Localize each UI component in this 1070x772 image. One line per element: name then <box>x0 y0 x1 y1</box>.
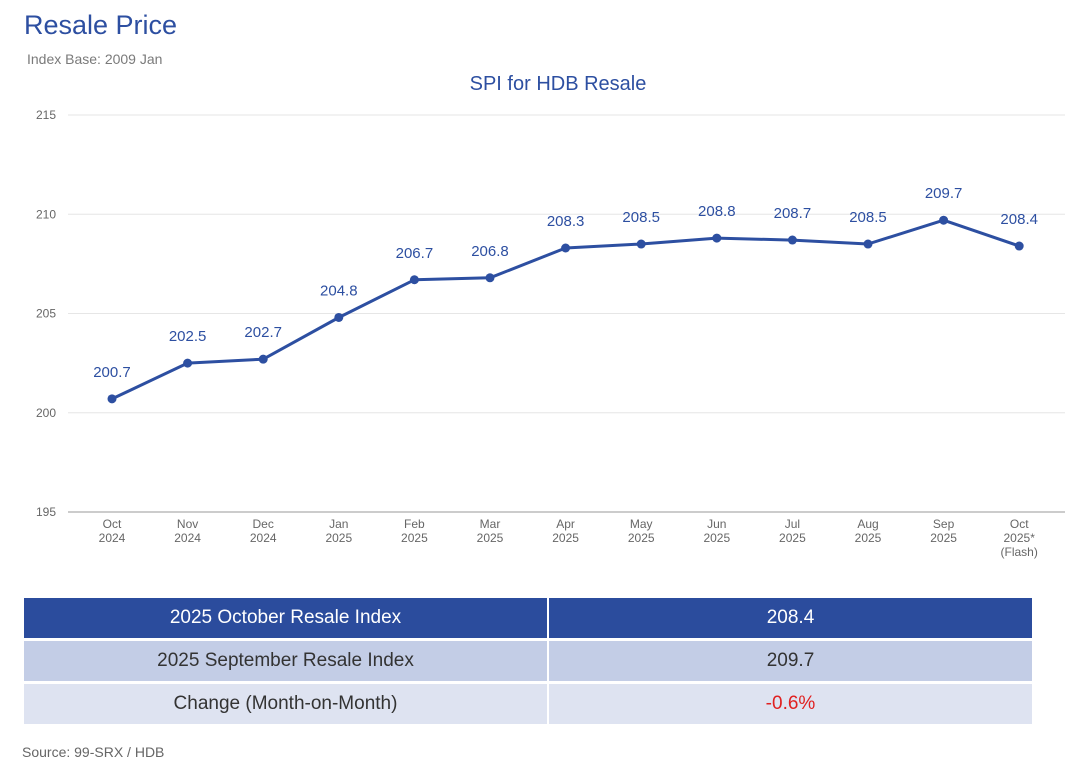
data-point <box>409 275 419 285</box>
x-tick-label: 2025 <box>930 531 957 545</box>
x-tick-label: Nov <box>177 517 198 531</box>
x-tick-label: Jun <box>707 517 726 531</box>
data-point <box>107 394 117 404</box>
september-index-value: 209.7 <box>549 638 1032 681</box>
data-point <box>561 243 571 253</box>
source-note: Source: 99-SRX / HDB <box>22 744 165 760</box>
index-base-note: Index Base: 2009 Jan <box>27 51 163 67</box>
data-point <box>636 239 646 249</box>
data-point <box>712 233 722 243</box>
table-row: Change (Month-on-Month) -0.6% <box>24 681 1032 724</box>
x-tick-label: 2025 <box>628 531 655 545</box>
x-tick-label: May <box>630 517 653 531</box>
x-tick-label: 2025 <box>325 531 352 545</box>
x-tick-label: Jul <box>785 517 800 531</box>
x-tick-label: Oct <box>1010 517 1029 531</box>
data-label: 204.8 <box>320 282 358 299</box>
table-row: 2025 September Resale Index 209.7 <box>24 638 1032 681</box>
data-point <box>787 235 797 245</box>
data-label: 208.5 <box>622 209 660 226</box>
data-point <box>258 354 268 364</box>
data-point <box>183 358 193 368</box>
x-tick-label: Aug <box>857 517 878 531</box>
data-label: 202.5 <box>169 328 207 345</box>
page-title: Resale Price <box>24 10 178 40</box>
data-label: 206.8 <box>471 243 509 260</box>
resale-index-summary-table: 2025 October Resale Index 208.4 2025 Sep… <box>24 598 1032 724</box>
x-tick-label: Feb <box>404 517 425 531</box>
x-tick-label: Sep <box>933 517 955 531</box>
x-tick-label: 2025 <box>779 531 806 545</box>
x-tick-label: Mar <box>480 517 501 531</box>
table-row: 2025 October Resale Index 208.4 <box>24 598 1032 638</box>
y-tick-label: 210 <box>36 207 56 221</box>
y-tick-label: 215 <box>36 108 56 122</box>
x-tick-label: 2025 <box>703 531 730 545</box>
data-label: 208.8 <box>698 203 736 220</box>
data-point <box>863 239 873 249</box>
data-label: 209.7 <box>925 185 963 202</box>
data-point <box>334 312 344 322</box>
y-tick-label: 205 <box>36 307 56 321</box>
x-tick-label: Oct <box>103 517 122 531</box>
data-label: 202.7 <box>244 324 282 341</box>
chart-title: SPI for HDB Resale <box>470 73 647 95</box>
x-tick-label: 2025* <box>1004 531 1036 545</box>
data-point <box>485 273 495 283</box>
mom-change-value: -0.6% <box>549 681 1032 724</box>
x-tick-label: 2024 <box>250 531 277 545</box>
october-index-label: 2025 October Resale Index <box>24 598 549 638</box>
data-label: 208.7 <box>774 205 812 222</box>
data-point <box>1014 241 1024 251</box>
x-tick-label: (Flash) <box>1001 545 1038 559</box>
y-tick-label: 195 <box>36 505 56 519</box>
x-tick-label: 2025 <box>855 531 882 545</box>
x-tick-label: 2024 <box>99 531 126 545</box>
x-tick-label: Jan <box>329 517 348 531</box>
y-tick-label: 200 <box>36 406 56 420</box>
data-label: 208.5 <box>849 209 887 226</box>
data-label: 200.7 <box>93 364 131 381</box>
x-tick-label: 2024 <box>174 531 201 545</box>
x-tick-label: Dec <box>253 517 274 531</box>
data-label: 206.7 <box>396 245 434 262</box>
x-tick-label: Apr <box>556 517 575 531</box>
data-point <box>939 215 949 225</box>
x-tick-label: 2025 <box>401 531 428 545</box>
spi-line-chart: SPI for HDB Resale195200205210215Oct2024… <box>36 73 1065 559</box>
october-index-value: 208.4 <box>549 598 1032 638</box>
data-label: 208.4 <box>1000 211 1038 228</box>
mom-change-label: Change (Month-on-Month) <box>24 681 549 724</box>
x-tick-label: 2025 <box>477 531 504 545</box>
september-index-label: 2025 September Resale Index <box>24 638 549 681</box>
x-tick-label: 2025 <box>552 531 579 545</box>
data-label: 208.3 <box>547 213 585 230</box>
